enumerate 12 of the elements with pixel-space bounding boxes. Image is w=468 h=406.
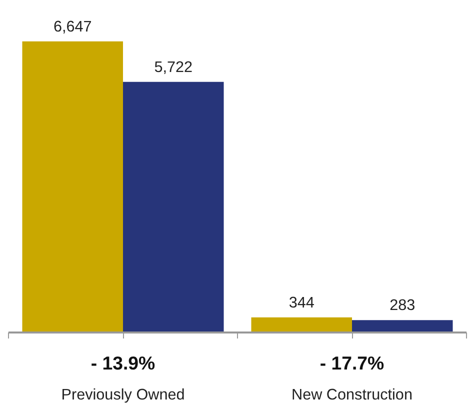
text: - 17.7% — [320, 352, 385, 374]
data-label: 5,722 — [154, 58, 193, 76]
data-label: 283 — [390, 297, 416, 314]
bar — [251, 317, 352, 332]
data-label: 344 — [288, 294, 315, 312]
x-tick-label: New Construction — [292, 386, 412, 404]
bar — [352, 320, 453, 332]
x-tick-label: Previously Owned — [61, 386, 185, 404]
bar — [22, 41, 123, 332]
data-label: 6,647 — [53, 18, 92, 36]
text: - 13.9% — [90, 352, 156, 374]
bar — [123, 82, 224, 332]
